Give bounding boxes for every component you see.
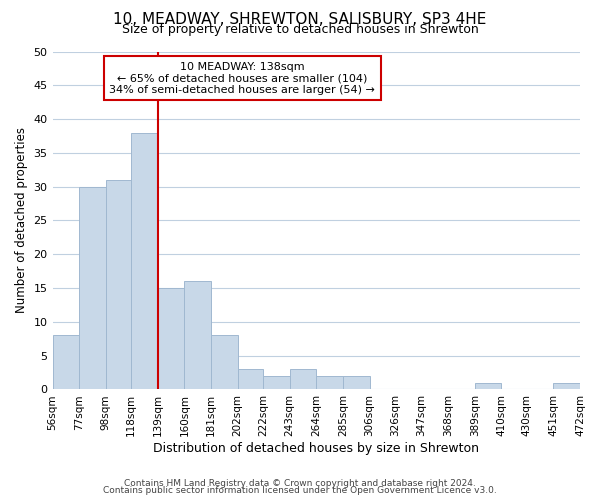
Bar [475,382,502,390]
Bar [343,376,370,390]
Bar [263,376,290,390]
X-axis label: Distribution of detached houses by size in Shrewton: Distribution of detached houses by size … [153,442,479,455]
Bar [290,369,316,390]
Bar [238,369,263,390]
Bar [53,336,79,390]
Text: 10, MEADWAY, SHREWTON, SALISBURY, SP3 4HE: 10, MEADWAY, SHREWTON, SALISBURY, SP3 4H… [113,12,487,28]
Bar [131,132,158,390]
Bar [553,382,580,390]
Bar [184,282,211,390]
Bar [158,288,184,390]
Text: Contains public sector information licensed under the Open Government Licence v3: Contains public sector information licen… [103,486,497,495]
Bar [106,180,131,390]
Text: Size of property relative to detached houses in Shrewton: Size of property relative to detached ho… [122,22,478,36]
Text: 10 MEADWAY: 138sqm
← 65% of detached houses are smaller (104)
34% of semi-detach: 10 MEADWAY: 138sqm ← 65% of detached hou… [109,62,376,95]
Y-axis label: Number of detached properties: Number of detached properties [15,128,28,314]
Bar [211,336,238,390]
Text: Contains HM Land Registry data © Crown copyright and database right 2024.: Contains HM Land Registry data © Crown c… [124,478,476,488]
Bar [79,186,106,390]
Bar [316,376,343,390]
